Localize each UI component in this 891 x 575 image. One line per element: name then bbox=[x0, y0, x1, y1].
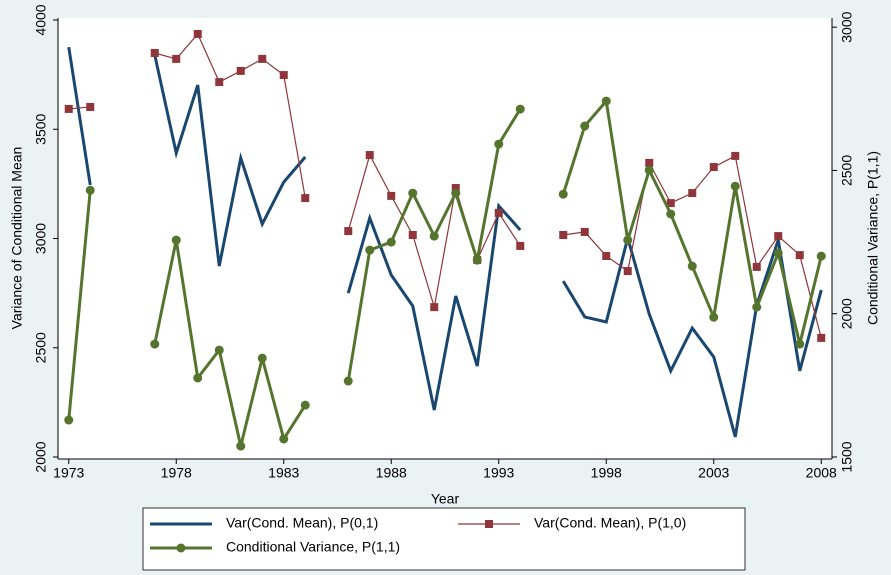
marker bbox=[623, 267, 632, 276]
series-line bbox=[67, 46, 823, 438]
marker bbox=[709, 312, 719, 322]
legend-label: Var(Cond. Mean), P(0,1) bbox=[226, 515, 378, 531]
y2-tick-label: 2500 bbox=[839, 155, 855, 186]
marker bbox=[85, 185, 95, 195]
x-tick-label: 2008 bbox=[806, 465, 837, 481]
marker bbox=[645, 158, 654, 167]
marker bbox=[387, 191, 396, 200]
legend-marker bbox=[176, 543, 186, 553]
marker bbox=[301, 194, 310, 203]
marker bbox=[795, 251, 804, 260]
marker bbox=[64, 415, 74, 425]
marker bbox=[558, 189, 568, 199]
marker bbox=[515, 104, 525, 114]
marker bbox=[688, 189, 697, 198]
marker bbox=[601, 96, 611, 106]
marker bbox=[214, 345, 224, 355]
x-tick-label: 1988 bbox=[376, 465, 407, 481]
legend-box bbox=[142, 507, 746, 571]
y-tick-label: 2000 bbox=[33, 441, 49, 472]
marker bbox=[666, 209, 676, 219]
y-tick-label: 2500 bbox=[33, 332, 49, 363]
marker bbox=[64, 104, 73, 113]
marker bbox=[451, 184, 460, 193]
marker bbox=[731, 151, 740, 160]
marker bbox=[516, 241, 525, 250]
marker bbox=[86, 102, 95, 111]
marker bbox=[429, 231, 439, 241]
marker bbox=[193, 29, 202, 38]
y-tick-label: 4000 bbox=[33, 4, 49, 35]
legend-label: Var(Cond. Mean), P(1,0) bbox=[534, 515, 686, 531]
y2-tick-label: 3000 bbox=[839, 11, 855, 42]
series-line bbox=[68, 32, 822, 339]
marker bbox=[494, 208, 503, 217]
marker bbox=[580, 227, 589, 236]
x-tick-label: 1978 bbox=[161, 465, 192, 481]
marker bbox=[300, 400, 310, 410]
marker bbox=[257, 353, 267, 363]
marker bbox=[472, 255, 482, 265]
x-tick-label: 2003 bbox=[698, 465, 729, 481]
marker bbox=[752, 262, 761, 271]
marker bbox=[193, 373, 203, 383]
marker bbox=[236, 441, 246, 451]
marker bbox=[430, 303, 439, 312]
marker bbox=[709, 163, 718, 172]
marker bbox=[172, 54, 181, 63]
y-tick-label: 3500 bbox=[33, 113, 49, 144]
legend-marker bbox=[485, 520, 493, 528]
marker bbox=[408, 231, 417, 240]
y-axis-title: Variance of Conditional Mean bbox=[9, 147, 25, 330]
marker bbox=[774, 232, 783, 241]
x-tick-label: 1983 bbox=[268, 465, 299, 481]
marker bbox=[559, 231, 568, 240]
plot-area bbox=[58, 18, 832, 459]
marker bbox=[344, 227, 353, 236]
y2-tick-label: 2000 bbox=[839, 298, 855, 329]
marker bbox=[752, 302, 762, 312]
marker bbox=[730, 181, 740, 191]
marker bbox=[494, 139, 504, 149]
marker bbox=[687, 261, 697, 271]
marker bbox=[236, 66, 245, 75]
y2-axis-title: Conditional Variance, P(1,1) bbox=[865, 151, 881, 325]
marker bbox=[666, 199, 675, 208]
marker bbox=[408, 188, 418, 198]
x-tick-label: 1973 bbox=[53, 465, 84, 481]
series-line bbox=[67, 97, 823, 447]
marker bbox=[279, 434, 289, 444]
marker bbox=[386, 237, 396, 247]
marker bbox=[171, 235, 181, 245]
marker bbox=[644, 165, 654, 175]
marker bbox=[773, 248, 783, 258]
marker bbox=[602, 251, 611, 260]
marker bbox=[150, 339, 160, 349]
marker bbox=[343, 376, 353, 386]
x-tick-label: 1998 bbox=[591, 465, 622, 481]
marker bbox=[150, 48, 159, 57]
marker bbox=[365, 151, 374, 160]
marker bbox=[816, 251, 826, 261]
legend-label: Conditional Variance, P(1,1) bbox=[226, 539, 400, 555]
x-tick-label: 1993 bbox=[483, 465, 514, 481]
marker bbox=[623, 235, 633, 245]
x-axis-title: Year bbox=[431, 491, 460, 507]
marker bbox=[451, 188, 461, 198]
y-tick-label: 3000 bbox=[33, 223, 49, 254]
marker bbox=[279, 71, 288, 80]
marker bbox=[215, 78, 224, 87]
marker bbox=[258, 54, 267, 63]
marker bbox=[817, 333, 826, 342]
marker bbox=[795, 339, 805, 349]
marker bbox=[365, 245, 375, 255]
y2-tick-label: 1500 bbox=[839, 441, 855, 472]
marker bbox=[580, 121, 590, 131]
